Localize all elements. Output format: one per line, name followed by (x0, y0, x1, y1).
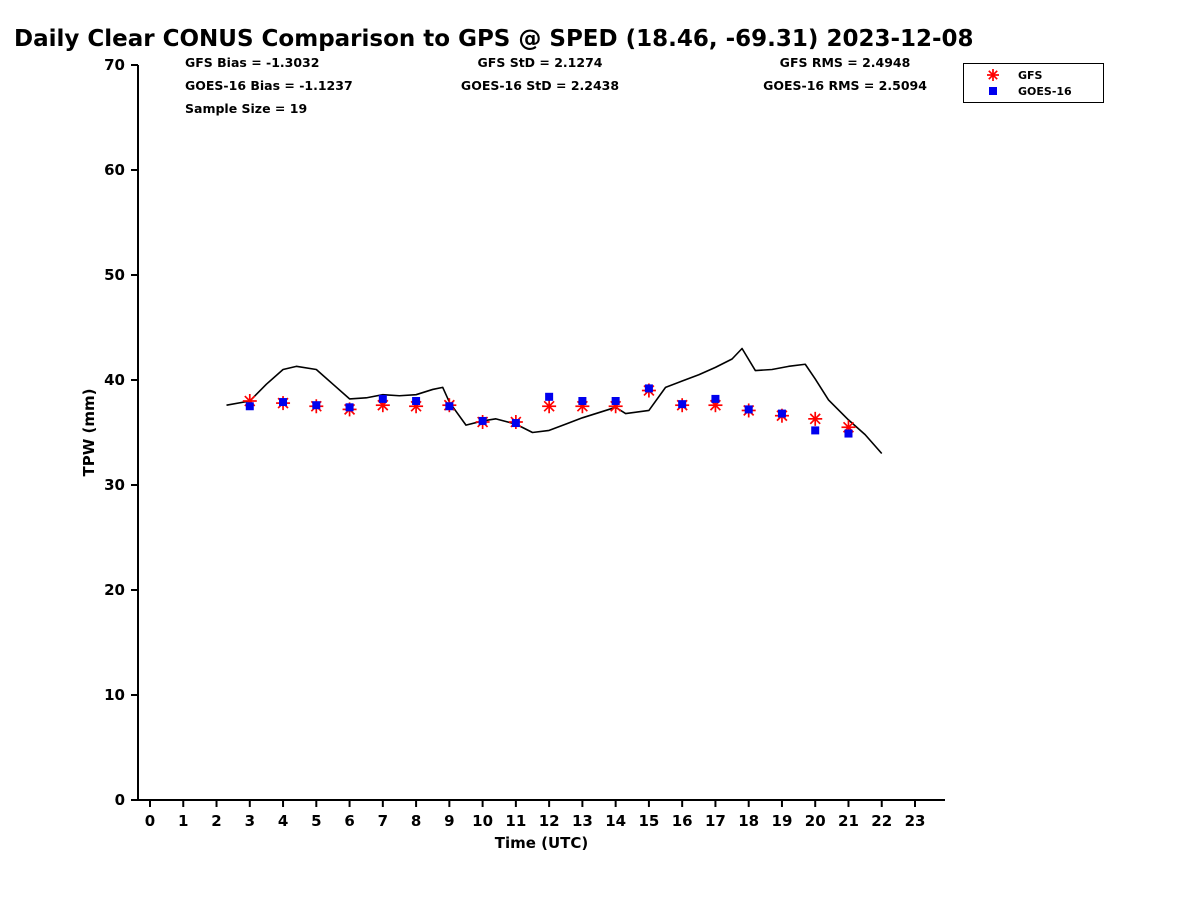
svg-text:1: 1 (178, 812, 188, 830)
svg-text:5: 5 (311, 812, 321, 830)
y-axis-label: TPW (mm) (80, 389, 98, 477)
svg-text:20: 20 (805, 812, 826, 830)
svg-text:16: 16 (672, 812, 693, 830)
svg-text:50: 50 (104, 266, 125, 284)
legend-label-goes16: GOES-16 (1018, 84, 1072, 98)
svg-text:22: 22 (871, 812, 892, 830)
legend-item-gfs: GFS (964, 67, 1103, 83)
x-axis-label: Time (UTC) (495, 834, 589, 852)
svg-text:10: 10 (104, 686, 125, 704)
gfs-markers (242, 383, 856, 435)
square-marker-icon (989, 87, 997, 95)
svg-text:20: 20 (104, 581, 125, 599)
svg-text:4: 4 (278, 812, 288, 830)
stat-gfs-bias: GFS Bias = -1.3032 (185, 55, 320, 70)
stat-sample-size: Sample Size = 19 (185, 101, 308, 116)
goes16-markers (245, 384, 853, 438)
svg-text:0: 0 (115, 791, 125, 809)
legend: GFS GOES-16 (963, 63, 1104, 103)
svg-text:7: 7 (378, 812, 388, 830)
svg-text:6: 6 (344, 812, 354, 830)
svg-text:13: 13 (572, 812, 593, 830)
chart-title: Daily Clear CONUS Comparison to GPS @ SP… (14, 26, 974, 52)
gps-line (226, 347, 883, 455)
svg-text:11: 11 (505, 812, 526, 830)
svg-text:40: 40 (104, 371, 125, 389)
svg-text:18: 18 (738, 812, 759, 830)
svg-text:15: 15 (638, 812, 659, 830)
legend-item-goes16: GOES-16 (964, 83, 1103, 99)
svg-text:60: 60 (104, 161, 125, 179)
stat-gfs-std: GFS StD = 2.1274 (477, 55, 603, 70)
svg-text:70: 70 (104, 56, 125, 74)
stat-goes16-std: GOES-16 StD = 2.2438 (460, 78, 620, 93)
svg-text:30: 30 (104, 476, 125, 494)
svg-text:19: 19 (772, 812, 793, 830)
svg-text:2: 2 (211, 812, 221, 830)
svg-text:9: 9 (444, 812, 454, 830)
svg-text:10: 10 (472, 812, 493, 830)
stat-goes16-rms: GOES-16 RMS = 2.5094 (763, 78, 927, 93)
svg-text:17: 17 (705, 812, 726, 830)
stat-gfs-rms: GFS RMS = 2.4948 (779, 55, 911, 70)
asterisk-marker-icon (987, 69, 999, 81)
svg-text:0: 0 (145, 812, 155, 830)
stat-goes16-bias: GOES-16 Bias = -1.1237 (185, 78, 353, 93)
svg-text:14: 14 (605, 812, 626, 830)
svg-text:8: 8 (411, 812, 421, 830)
svg-text:12: 12 (539, 812, 560, 830)
svg-text:3: 3 (245, 812, 255, 830)
y-tick-labels: 0 10 20 30 40 50 60 70 (104, 56, 138, 809)
svg-text:23: 23 (905, 812, 926, 830)
svg-text:21: 21 (838, 812, 859, 830)
x-tick-labels: 0 1 2 3 4 5 6 7 8 9 10 11 12 13 14 15 16 17 18 19 20 21 22 23 (145, 800, 926, 830)
legend-label-gfs: GFS (1018, 68, 1043, 82)
